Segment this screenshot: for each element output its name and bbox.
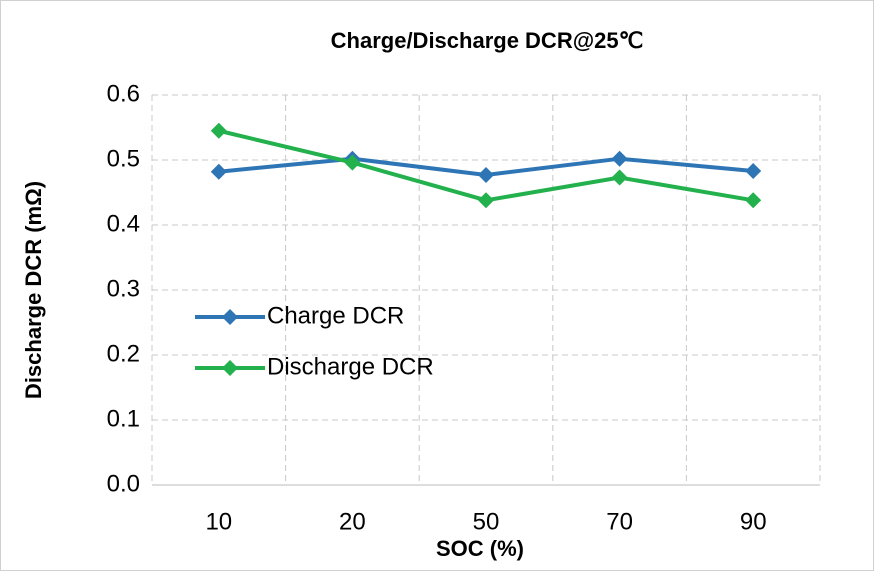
y-tick-label: 0.0 (107, 470, 140, 497)
x-tick-label: 20 (339, 508, 366, 535)
y-tick-label: 0.2 (107, 340, 140, 367)
point-marker (745, 192, 762, 209)
point-marker (210, 163, 227, 180)
y-tick-label: 0.4 (107, 210, 140, 237)
point-marker (611, 150, 628, 167)
y-tick-label: 0.3 (107, 275, 140, 302)
x-axis-title: SOC (%) (436, 536, 524, 561)
legend-marker (222, 360, 238, 376)
point-marker (611, 169, 628, 186)
y-tick-label: 0.5 (107, 145, 140, 172)
legend-marker (222, 309, 238, 325)
y-tick-label: 0.6 (107, 80, 140, 107)
legend-label: Charge DCR (267, 302, 404, 329)
point-marker (344, 154, 361, 171)
point-marker (210, 122, 227, 139)
y-axis-title: Discharge DCR (mΩ) (21, 181, 46, 399)
point-marker (478, 166, 494, 183)
legend-label: Discharge DCR (267, 353, 434, 380)
x-tick-label: 50 (473, 508, 500, 535)
chart-title: Charge/Discharge DCR@25℃ (331, 28, 644, 53)
x-tick-label: 70 (606, 508, 633, 535)
x-tick-label: 10 (205, 508, 232, 535)
point-marker (478, 192, 494, 209)
y-tick-label: 0.1 (107, 405, 140, 432)
point-marker (745, 163, 762, 180)
x-tick-label: 90 (740, 508, 767, 535)
